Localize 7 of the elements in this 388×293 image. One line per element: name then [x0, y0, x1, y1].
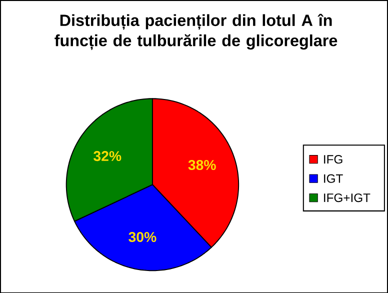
chart-title: Distribuția pacienților din lotul A în funcție de tulburările de glicoreglare — [54, 14, 338, 50]
data-label: 30% — [128, 232, 156, 242]
data-label: 38% — [188, 160, 216, 170]
legend-label: IGT — [324, 174, 343, 183]
legend-label: IFG — [324, 154, 342, 164]
legend-label: IFG+IGT — [324, 193, 370, 202]
data-label: 32% — [94, 150, 122, 161]
